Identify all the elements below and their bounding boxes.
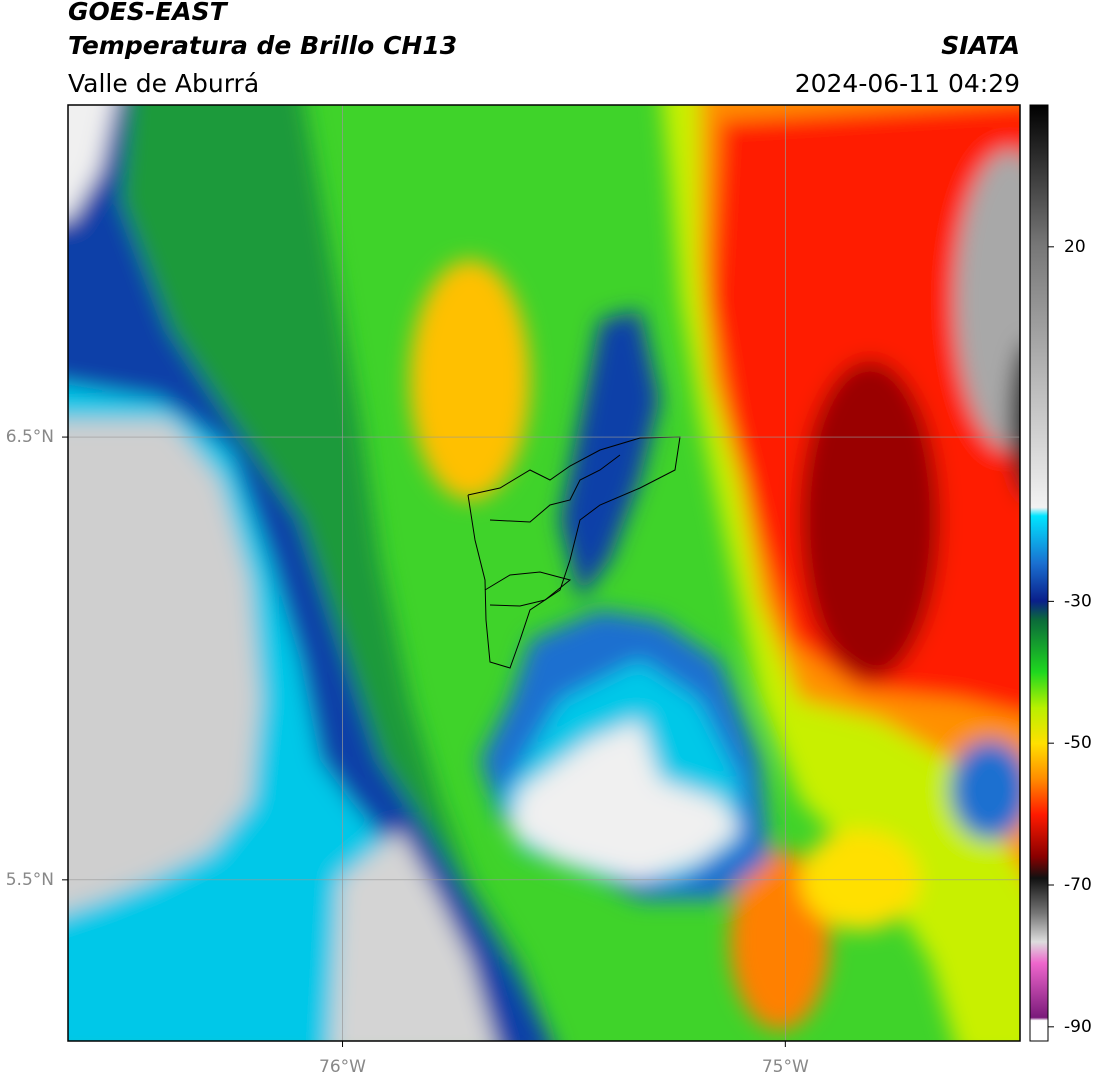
x-tick-label: 76°W: [319, 1057, 366, 1077]
colorbar-tick-label: -90: [1064, 1017, 1092, 1037]
colorbar-tick-label: -50: [1064, 733, 1092, 753]
colorbar-tick-label: 20: [1064, 237, 1086, 257]
colorbar: [1029, 104, 1049, 1042]
x-tick-label: 75°W: [762, 1057, 809, 1077]
colorbar-tick-label: -70: [1064, 875, 1092, 895]
satellite-image: [68, 105, 1020, 1041]
subtitle: Temperatura de Brillo CH13: [68, 31, 457, 60]
y-tick-label: 6.5°N: [6, 427, 54, 447]
title: GOES-EAST: [68, 0, 229, 26]
colorbar-tick-label: -30: [1064, 591, 1092, 611]
region: Valle de Aburrá: [68, 69, 259, 98]
source: SIATA: [941, 31, 1020, 60]
datetime: 2024-06-11 04:29: [795, 69, 1020, 98]
map-frame: [67, 104, 1021, 1042]
y-tick-label: 5.5°N: [6, 870, 54, 890]
grid: [68, 105, 1020, 1041]
